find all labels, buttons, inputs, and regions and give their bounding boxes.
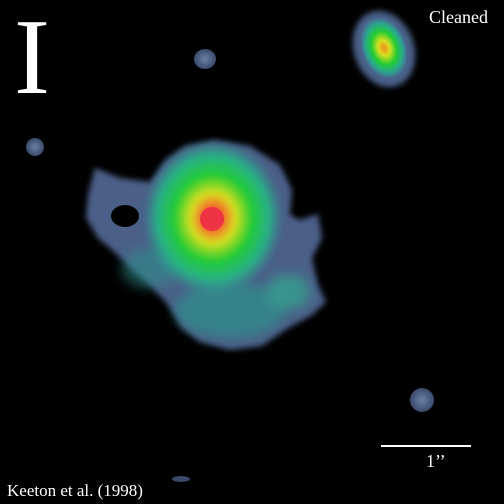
compact-source <box>352 10 416 88</box>
main-galaxy <box>86 140 326 350</box>
compact-source-core <box>360 17 408 79</box>
teal-knot <box>266 274 310 310</box>
faint-source <box>172 476 190 482</box>
status-label: Cleaned <box>429 7 488 27</box>
faint-source <box>194 49 216 69</box>
faint-source <box>26 138 44 156</box>
faint-source <box>410 388 434 412</box>
galaxy-hole <box>111 205 139 227</box>
teal-knot <box>175 282 285 338</box>
credit-text: Keeton et al. (1998) <box>7 481 143 500</box>
scale-bar-label: 1’’ <box>426 451 446 471</box>
band-label: I <box>14 0 50 117</box>
scale-bar <box>381 445 471 447</box>
core-peak <box>200 207 224 231</box>
